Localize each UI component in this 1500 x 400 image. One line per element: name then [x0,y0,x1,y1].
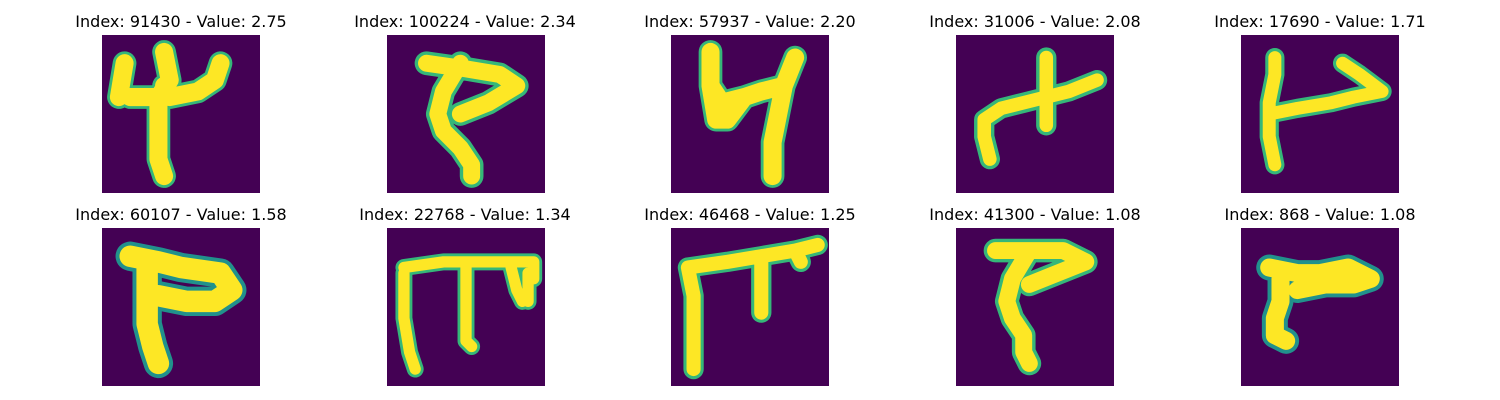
handwritten-glyph-image [102,35,260,193]
handwritten-glyph-image [387,35,545,193]
panel-title: Index: 868 - Value: 1.08 [1195,205,1445,224]
handwritten-glyph-image [1241,228,1399,386]
panel-title: Index: 91430 - Value: 2.75 [56,12,306,31]
panel-title: Index: 41300 - Value: 1.08 [910,205,1160,224]
handwritten-glyph-image [102,228,260,386]
handwritten-glyph-image [1241,35,1399,193]
panel-title: Index: 57937 - Value: 2.20 [625,12,875,31]
panel-title: Index: 60107 - Value: 1.58 [56,205,306,224]
panel-title: Index: 22768 - Value: 1.34 [340,205,590,224]
handwritten-glyph-image [956,228,1114,386]
handwritten-glyph-image [387,228,545,386]
panel-title: Index: 100224 - Value: 2.34 [340,12,590,31]
panel-title: Index: 46468 - Value: 1.25 [625,205,875,224]
handwritten-glyph-image [956,35,1114,193]
handwritten-glyph-image [671,35,829,193]
panel-title: Index: 17690 - Value: 1.71 [1195,12,1445,31]
panel-title: Index: 31006 - Value: 2.08 [910,12,1160,31]
handwritten-glyph-image [671,228,829,386]
